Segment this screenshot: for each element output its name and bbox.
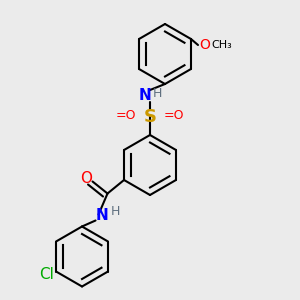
Text: Cl: Cl (40, 267, 55, 282)
Text: =O: =O (116, 109, 136, 122)
Text: O: O (80, 171, 92, 186)
Text: H: H (153, 86, 162, 100)
Text: H: H (110, 205, 120, 218)
Text: CH₃: CH₃ (212, 40, 232, 50)
Text: N: N (95, 208, 108, 224)
Text: =O: =O (164, 109, 184, 122)
Text: O: O (200, 38, 210, 52)
Text: N: N (139, 88, 152, 104)
Text: S: S (143, 108, 157, 126)
